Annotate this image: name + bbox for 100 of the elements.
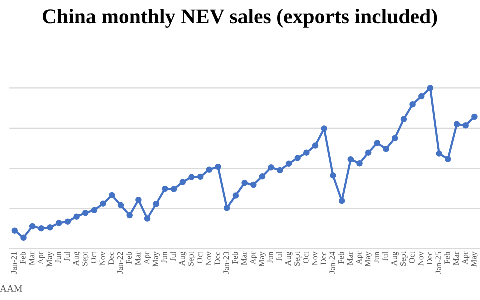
x-tick-label: May xyxy=(365,252,372,267)
point xyxy=(277,167,284,174)
point xyxy=(462,122,469,129)
x-tick-label: Oct xyxy=(409,252,415,264)
x-tick-label: Jan-23 xyxy=(224,252,230,274)
point xyxy=(454,121,460,128)
point xyxy=(47,224,54,231)
point xyxy=(153,201,160,208)
x-tick-label: Nov xyxy=(312,252,318,266)
point xyxy=(180,179,186,186)
x-tick-label: Sept xyxy=(400,252,408,266)
point xyxy=(392,135,398,142)
point xyxy=(29,223,36,230)
point xyxy=(136,196,142,204)
x-tick-label: Jun xyxy=(374,252,380,264)
x-tick-label: Feb xyxy=(20,252,26,264)
x-tick-label: Oct xyxy=(90,252,97,264)
x-tick-label: Dec xyxy=(427,252,433,265)
point xyxy=(170,186,178,192)
x-tick-label: Dec xyxy=(108,252,114,265)
point xyxy=(100,200,106,207)
point xyxy=(20,234,27,242)
point xyxy=(427,85,434,92)
x-tick-label: Mar xyxy=(241,252,247,266)
x-tick-label: Jan-24 xyxy=(330,252,336,274)
x-tick-label: Aug xyxy=(73,252,81,266)
x-tick-label: Oct xyxy=(197,252,203,264)
x-tick-label: Dec xyxy=(214,252,220,265)
x-tick-label: Sept xyxy=(188,252,196,266)
x-tick-label: Nov xyxy=(100,252,106,266)
point xyxy=(56,220,62,226)
point xyxy=(144,216,151,222)
text: AAM xyxy=(0,286,22,292)
x-tick-label: Jan-21 xyxy=(11,252,17,274)
point xyxy=(224,205,230,212)
point xyxy=(365,150,372,156)
x-tick-label: Aug xyxy=(179,252,187,266)
point xyxy=(74,214,80,220)
point xyxy=(109,192,116,199)
point xyxy=(64,218,72,225)
point xyxy=(215,164,222,170)
point xyxy=(118,202,124,209)
x-tick-label: Jul xyxy=(64,252,70,262)
point xyxy=(206,166,213,174)
point xyxy=(445,156,452,162)
x-tick-label: Sept xyxy=(82,252,90,266)
x-tick-label: Aug xyxy=(285,252,293,266)
point xyxy=(162,186,168,192)
x-tick-label: Mar xyxy=(347,252,353,266)
x-tick-label: Jul xyxy=(170,252,176,262)
x-tick-label: Feb xyxy=(232,252,238,264)
x-tick-label: Jun xyxy=(56,252,62,264)
point xyxy=(410,101,416,108)
point xyxy=(436,150,442,157)
x-tick-label: Jul xyxy=(382,252,388,262)
point xyxy=(232,192,240,199)
x-tick-label: Apr xyxy=(144,252,152,265)
point xyxy=(312,142,319,149)
point xyxy=(91,207,98,214)
x-tick-label: Jan-25 xyxy=(436,252,442,274)
x-tick-label: Jan-22 xyxy=(117,252,124,274)
point xyxy=(472,114,478,120)
point xyxy=(356,160,363,167)
x-tick-label: May xyxy=(152,252,160,267)
point xyxy=(82,210,89,216)
point xyxy=(286,160,292,168)
point xyxy=(259,174,266,180)
x-tick-label: May xyxy=(259,252,266,267)
point xyxy=(418,93,425,100)
x-tick-label: Feb xyxy=(338,252,344,264)
x-tick-label: Apr xyxy=(38,252,46,265)
x-tick-label: Apr xyxy=(462,252,470,265)
point xyxy=(321,126,328,132)
x-tick-label: Feb xyxy=(444,252,450,264)
x-tick-label: Apr xyxy=(356,252,364,265)
x-tick-label: Oct xyxy=(303,252,309,264)
x-tick-label: Mar xyxy=(29,252,35,266)
point xyxy=(374,140,381,146)
x-tick-label: Sept xyxy=(294,252,302,266)
x-tick-label: Nov xyxy=(418,252,424,266)
point xyxy=(126,212,133,219)
point xyxy=(400,116,408,123)
x-tick-label: Mar xyxy=(135,252,141,266)
x-tick-label: May xyxy=(471,252,478,267)
point xyxy=(294,155,301,162)
chart-title: China monthly NEV sales (exports included) xyxy=(42,9,438,28)
x-tick-label: Mar xyxy=(454,252,460,266)
x-tick-label: Aug xyxy=(392,252,399,266)
point xyxy=(250,182,257,188)
x-tick-label: Feb xyxy=(126,252,132,264)
point xyxy=(38,225,45,232)
x-tick-label: Nov xyxy=(206,252,212,266)
point xyxy=(188,174,195,180)
x-tick-label: May xyxy=(46,252,54,267)
point xyxy=(330,172,336,179)
x-tick-label: Jul xyxy=(276,252,282,262)
point xyxy=(197,174,204,180)
point xyxy=(304,150,310,156)
point xyxy=(338,198,346,204)
point xyxy=(268,164,274,171)
